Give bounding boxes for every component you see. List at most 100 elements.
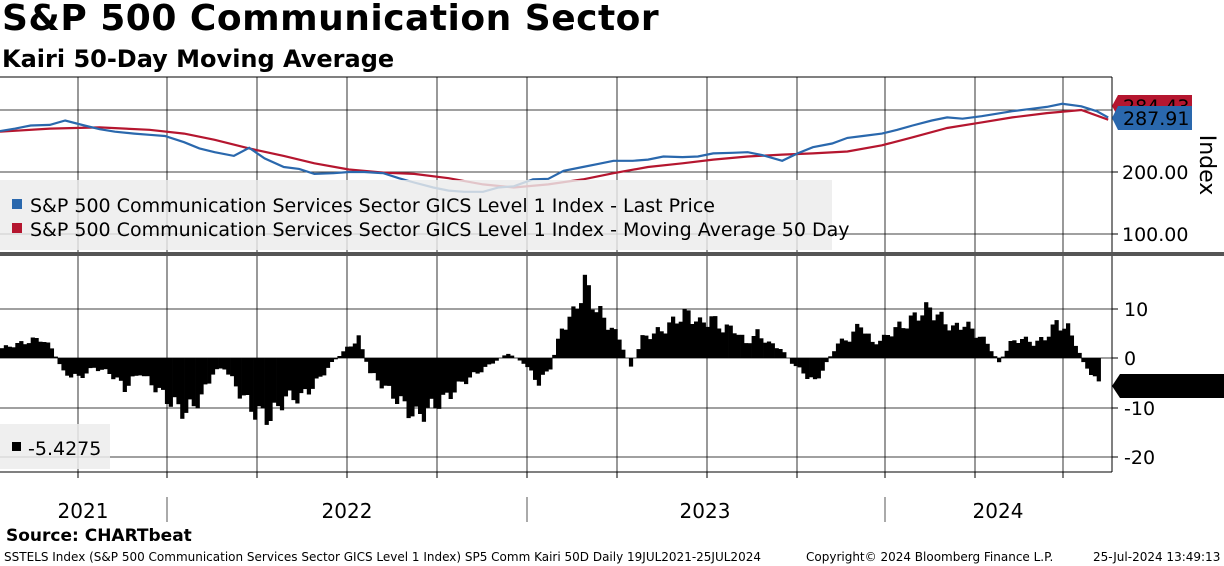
kairi-bar bbox=[172, 358, 177, 398]
kairi-bar bbox=[981, 336, 986, 358]
kairi-bar bbox=[134, 358, 139, 376]
kairi-bar bbox=[759, 338, 764, 358]
kairi-bar bbox=[651, 333, 657, 358]
kairi-bar bbox=[65, 358, 70, 376]
kairi-bar bbox=[421, 358, 427, 422]
kairi-bar bbox=[53, 356, 58, 358]
kairi-bar bbox=[709, 316, 714, 358]
kairi-bar bbox=[947, 330, 952, 358]
kairi-bar bbox=[276, 358, 281, 407]
kairi-bar bbox=[360, 349, 365, 358]
kairi-bar bbox=[763, 342, 768, 358]
kairi-bar bbox=[287, 358, 292, 391]
kairi-bar bbox=[640, 335, 645, 358]
kairi-bar bbox=[456, 358, 461, 382]
kairi-bar bbox=[467, 358, 473, 378]
kairi-bar bbox=[26, 343, 32, 358]
kairi-bar bbox=[23, 344, 28, 358]
kairi-bar bbox=[674, 323, 680, 358]
kairi-bar bbox=[1004, 350, 1009, 358]
kairi-bar bbox=[824, 358, 829, 363]
kairi-bar bbox=[149, 358, 154, 386]
kairi-bar bbox=[253, 358, 258, 420]
kairi-bar bbox=[441, 358, 446, 395]
kairi-bar bbox=[943, 324, 948, 358]
lower-ytick-label-10: 10 bbox=[1124, 299, 1148, 321]
kairi-bar bbox=[590, 309, 595, 358]
kairi-bar bbox=[337, 356, 342, 358]
panel-separator bbox=[0, 252, 1224, 256]
last-price-line bbox=[0, 102, 1109, 193]
kairi-bar bbox=[299, 358, 304, 394]
kairi-bar bbox=[249, 358, 254, 412]
kairi-bar bbox=[931, 320, 937, 358]
kairi-bar bbox=[1066, 323, 1071, 358]
lower-legend-label: -5.4275 bbox=[28, 438, 101, 460]
kairi-bar bbox=[832, 351, 837, 358]
kairi-bar bbox=[84, 358, 89, 374]
kairi-bar bbox=[874, 344, 879, 358]
kairi-bar bbox=[72, 358, 78, 374]
kairi-bar bbox=[187, 358, 193, 400]
kairi-bar bbox=[210, 358, 216, 375]
kairi-bar bbox=[161, 358, 166, 390]
kairi-bar bbox=[1023, 336, 1029, 358]
kairi-bar bbox=[452, 358, 457, 393]
kairi-bar bbox=[575, 308, 580, 358]
kairi-bar bbox=[1077, 352, 1082, 358]
price-last-value-tag: 287.91 bbox=[1112, 106, 1192, 130]
x-axis: 2021 2022 2023 2024 bbox=[0, 471, 1112, 522]
kairi-bar bbox=[770, 343, 775, 358]
kairi-bar bbox=[617, 339, 622, 358]
kairi-bar bbox=[226, 358, 231, 375]
chart-subtitle: Kairi 50-Day Moving Average bbox=[2, 45, 395, 73]
kairi-bar bbox=[291, 358, 296, 401]
kairi-bar bbox=[95, 358, 101, 372]
kairi-bar bbox=[855, 323, 860, 358]
upper-y-axis-label: Index bbox=[1194, 135, 1219, 196]
kairi-bar bbox=[548, 358, 553, 370]
kairi-bar bbox=[341, 351, 346, 358]
kairi-bar bbox=[559, 328, 565, 358]
kairi-bar bbox=[529, 358, 534, 371]
kairi-bar bbox=[1046, 336, 1052, 358]
kairi-bar bbox=[705, 326, 710, 358]
kairi-bar bbox=[766, 341, 772, 358]
kairi-bar bbox=[1027, 341, 1032, 358]
kairi-bar bbox=[1073, 345, 1078, 358]
x-label-2022: 2022 bbox=[322, 499, 373, 522]
kairi-bar bbox=[812, 358, 818, 380]
kairi-bar bbox=[901, 328, 906, 358]
kairi-bar bbox=[724, 324, 729, 358]
lower-ytick-label-minus10: -10 bbox=[1124, 398, 1155, 420]
upper-ytick-label-100: 100.00 bbox=[1122, 224, 1188, 246]
kairi-bar bbox=[7, 346, 12, 358]
chart-canvas: S&P 500 Communication Services Sector GI… bbox=[0, 76, 1224, 522]
kairi-bar bbox=[732, 333, 737, 358]
kairi-bar bbox=[720, 332, 726, 358]
kairi-bar bbox=[690, 324, 695, 358]
kairi-bar bbox=[92, 358, 97, 368]
kairi-bar bbox=[694, 321, 699, 358]
kairi-bar bbox=[379, 358, 384, 389]
kairi-bar bbox=[425, 358, 430, 408]
kairi-bar bbox=[314, 358, 319, 379]
kairi-last-value-label: -5.4275 bbox=[1124, 376, 1197, 398]
kairi-panel: -5.4275 10 0 -10 -20 -5.4275 bbox=[0, 256, 1224, 472]
kairi-bar bbox=[368, 358, 373, 374]
kairi-bar bbox=[371, 358, 377, 374]
kairi-bar bbox=[1062, 328, 1067, 358]
kairi-bar bbox=[1050, 324, 1055, 358]
kairi-bar bbox=[839, 338, 845, 358]
legend-swatch-last-price bbox=[12, 199, 22, 209]
kairi-bar bbox=[567, 316, 572, 358]
kairi-bar bbox=[816, 358, 821, 379]
kairi-bar bbox=[908, 315, 914, 358]
kairi-bar bbox=[214, 358, 219, 370]
kairi-bar bbox=[782, 352, 787, 358]
kairi-bar bbox=[927, 307, 933, 358]
kairi-bar bbox=[997, 358, 1002, 363]
legend-swatch-moving-average bbox=[12, 223, 22, 233]
kairi-bar bbox=[809, 358, 814, 378]
kairi-bar bbox=[241, 358, 246, 396]
